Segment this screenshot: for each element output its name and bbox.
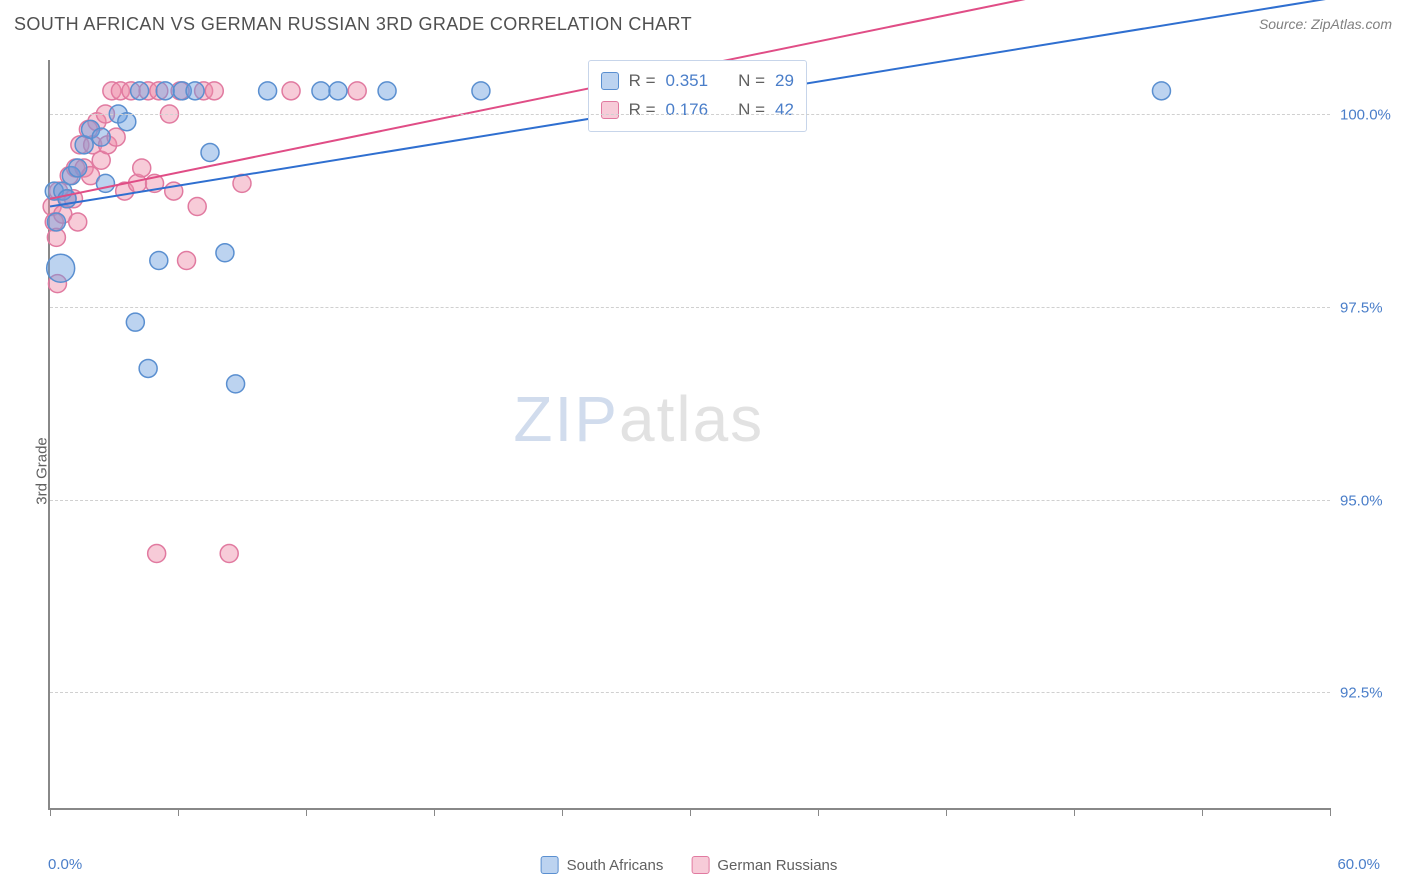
gridline-h: 100.0% [50, 114, 1330, 115]
data-point [47, 213, 65, 231]
data-point [133, 159, 151, 177]
correlation-panel: R = 0.351 N = 29 R = 0.176 N = 42 [588, 60, 807, 132]
x-tick-mark [946, 808, 947, 816]
source-attribution: Source: ZipAtlas.com [1259, 16, 1392, 32]
y-tick-label: 100.0% [1340, 106, 1391, 123]
value-N-1: 29 [775, 67, 794, 96]
x-tick-mark [1074, 808, 1075, 816]
series-legend: South Africans German Russians [541, 856, 838, 874]
value-R-1: 0.351 [666, 67, 709, 96]
data-point [329, 82, 347, 100]
data-point [227, 375, 245, 393]
label-N: N = [738, 67, 765, 96]
x-tick-mark [306, 808, 307, 816]
data-point [205, 82, 223, 100]
legend-item-2: German Russians [691, 856, 837, 874]
legend-swatch-1-icon [541, 856, 559, 874]
data-point [312, 82, 330, 100]
chart-header: SOUTH AFRICAN VS GERMAN RUSSIAN 3RD GRAD… [14, 14, 1392, 44]
value-R-2: 0.176 [666, 96, 709, 125]
plot-area: ZIPatlas R = 0.351 N = 29 R = 0.176 N = … [48, 60, 1330, 810]
swatch-series-2-icon [601, 101, 619, 119]
chart-title: SOUTH AFRICAN VS GERMAN RUSSIAN 3RD GRAD… [14, 14, 692, 34]
data-point [69, 159, 87, 177]
data-point [148, 545, 166, 563]
data-point [47, 254, 75, 282]
data-point [131, 82, 149, 100]
x-tick-mark [1202, 808, 1203, 816]
legend-label-1: South Africans [567, 857, 664, 874]
data-point [150, 251, 168, 269]
data-point [348, 82, 366, 100]
data-point [186, 82, 204, 100]
data-point [282, 82, 300, 100]
data-point [472, 82, 490, 100]
x-tick-mark [434, 808, 435, 816]
chart-container: 3rd Grade ZIPatlas R = 0.351 N = 29 R = … [0, 50, 1406, 892]
legend-item-1: South Africans [541, 856, 664, 874]
scatter-svg [50, 60, 1330, 808]
x-tick-mark [178, 808, 179, 816]
y-tick-label: 95.0% [1340, 492, 1383, 509]
legend-label-2: German Russians [717, 857, 837, 874]
x-axis-min: 0.0% [48, 856, 82, 873]
data-point [69, 213, 87, 231]
data-point [126, 313, 144, 331]
x-tick-mark [50, 808, 51, 816]
data-point [201, 144, 219, 162]
x-tick-mark [562, 808, 563, 816]
data-point [378, 82, 396, 100]
data-point [188, 198, 206, 216]
gridline-h: 97.5% [50, 307, 1330, 308]
y-tick-label: 97.5% [1340, 299, 1383, 316]
y-tick-label: 92.5% [1340, 685, 1383, 702]
data-point [216, 244, 234, 262]
label-R: R = [629, 96, 656, 125]
data-point [220, 545, 238, 563]
label-R: R = [629, 67, 656, 96]
x-axis-footer: 0.0% South Africans German Russians 60.0… [48, 856, 1330, 884]
x-tick-mark [690, 808, 691, 816]
label-N: N = [738, 96, 765, 125]
data-point [156, 82, 174, 100]
gridline-h: 95.0% [50, 500, 1330, 501]
legend-swatch-2-icon [691, 856, 709, 874]
x-axis-max: 60.0% [1337, 856, 1380, 873]
correlation-row-1: R = 0.351 N = 29 [601, 67, 794, 96]
data-point [139, 359, 157, 377]
gridline-h: 92.5% [50, 692, 1330, 693]
x-tick-mark [1330, 808, 1331, 816]
data-point [259, 82, 277, 100]
data-point [92, 128, 110, 146]
data-point [1152, 82, 1170, 100]
swatch-series-1-icon [601, 72, 619, 90]
data-point [118, 113, 136, 131]
data-point [178, 251, 196, 269]
value-N-2: 42 [775, 96, 794, 125]
x-tick-mark [818, 808, 819, 816]
correlation-row-2: R = 0.176 N = 42 [601, 96, 794, 125]
